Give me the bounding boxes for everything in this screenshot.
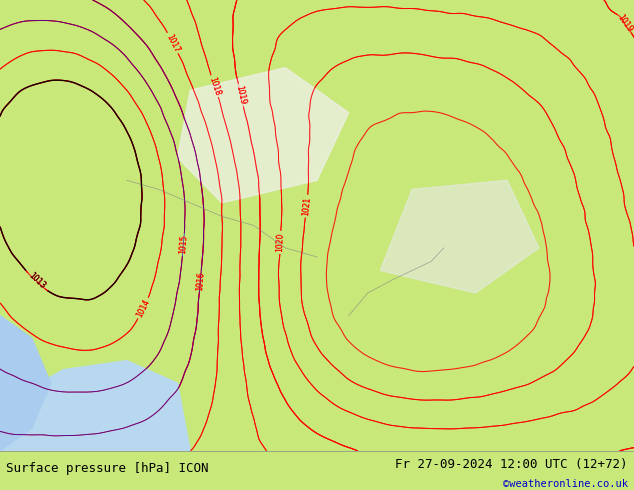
Text: 1013: 1013 xyxy=(27,271,47,291)
Text: 1016: 1016 xyxy=(195,271,205,291)
Text: 1014: 1014 xyxy=(135,297,152,318)
Text: 1020: 1020 xyxy=(275,233,285,252)
Text: 1013: 1013 xyxy=(27,271,47,291)
Polygon shape xyxy=(380,180,539,293)
Text: 1017: 1017 xyxy=(164,32,181,54)
Text: Surface pressure [hPa] ICON: Surface pressure [hPa] ICON xyxy=(6,462,209,475)
Text: Fr 27-09-2024 12:00 UTC (12+72): Fr 27-09-2024 12:00 UTC (12+72) xyxy=(395,458,628,471)
Text: 1013: 1013 xyxy=(27,271,47,291)
Text: 1014: 1014 xyxy=(135,297,152,318)
Text: 1019: 1019 xyxy=(235,85,247,105)
Text: 1015: 1015 xyxy=(178,235,188,255)
Text: 1017: 1017 xyxy=(164,32,181,54)
Text: 1019: 1019 xyxy=(615,13,634,34)
Polygon shape xyxy=(178,68,349,203)
Polygon shape xyxy=(0,361,190,451)
Text: 1021: 1021 xyxy=(301,196,312,216)
Text: 1015: 1015 xyxy=(178,235,188,255)
Text: 1019: 1019 xyxy=(235,85,247,105)
Text: 1018: 1018 xyxy=(207,75,222,97)
Text: 1016: 1016 xyxy=(195,271,205,291)
Text: 1019: 1019 xyxy=(615,13,634,34)
Polygon shape xyxy=(0,316,51,451)
Text: 1020: 1020 xyxy=(275,233,285,252)
Text: 1021: 1021 xyxy=(301,196,312,216)
Text: 1018: 1018 xyxy=(207,75,222,97)
Text: ©weatheronline.co.uk: ©weatheronline.co.uk xyxy=(503,479,628,489)
